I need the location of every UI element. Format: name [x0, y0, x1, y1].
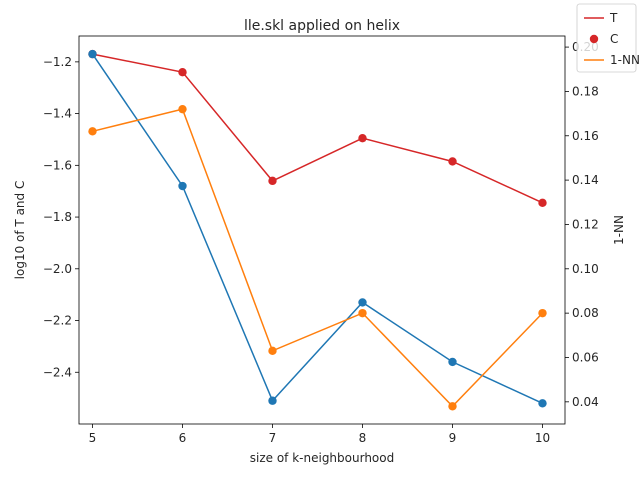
- data-point-1-nn: [268, 346, 277, 356]
- data-point-c: [88, 49, 97, 59]
- legend-label: T: [609, 11, 618, 25]
- y-left-tick-label: −1.8: [43, 210, 72, 224]
- data-point-t: [538, 198, 547, 208]
- x-axis-ticks: 5 6 7 8 9 10: [89, 424, 550, 445]
- x-tick-label: 7: [269, 431, 277, 445]
- data-point-1-nn: [88, 127, 97, 136]
- data-point-t: [358, 133, 367, 143]
- legend-box: [576, 3, 637, 73]
- x-tick-label: 5: [89, 431, 97, 445]
- y-left-tick-label: −1.4: [43, 107, 72, 121]
- series-line-c: [91, 53, 543, 404]
- y-right-tick-label: 0.12: [572, 217, 599, 231]
- x-tick-label: 9: [449, 431, 457, 445]
- legend: TC 1-NN: [576, 3, 640, 73]
- data-point-t: [448, 157, 457, 166]
- data-point-c: [448, 357, 457, 367]
- legend-label: C: [610, 32, 618, 46]
- y-right-tick-label: 0.10: [572, 262, 599, 276]
- y-right-tick-label: 0.04: [572, 395, 599, 409]
- x-axis-label: size of k-neighbourhood: [250, 451, 394, 465]
- data-point-t: [178, 68, 187, 77]
- legend-swatch-marker: [589, 34, 599, 44]
- plot-area: [79, 36, 565, 424]
- y-axis-left-ticks: −1.2 −1.4 −1.6 −1.8 −2.0 −2.2 −2.4: [43, 55, 79, 379]
- x-tick-label: 8: [359, 431, 367, 445]
- data-point-1-nn: [178, 104, 187, 114]
- y-right-tick-label: 0.14: [572, 173, 599, 187]
- x-tick-label: 6: [179, 431, 187, 445]
- y-left-tick-label: −1.6: [43, 158, 72, 172]
- data-point-1-nn: [538, 308, 547, 318]
- data-point-t: [268, 176, 277, 186]
- series-line-1-nn: [92, 108, 544, 408]
- x-tick-label: 10: [535, 431, 550, 445]
- data-point-c: [538, 399, 547, 408]
- y-axis-left-label: log10 of T and C: [13, 181, 27, 280]
- chart-title: lle.skl applied on helix: [244, 18, 400, 34]
- plot-frame: [78, 35, 566, 425]
- data-point-1-nn: [358, 308, 367, 318]
- data-point-1-nn: [448, 402, 457, 411]
- y-right-tick-label: 0.08: [572, 306, 599, 320]
- y-right-tick-label: 0.06: [572, 350, 599, 364]
- data-point-c: [358, 298, 367, 307]
- y-left-tick-label: −1.2: [43, 55, 72, 69]
- series-line-t: [92, 53, 543, 204]
- y-left-tick-label: −2.4: [43, 365, 72, 379]
- y-axis-right-label: 1-NN: [612, 215, 626, 245]
- y-left-tick-label: −2.0: [43, 262, 72, 276]
- y-right-tick-label: 0.16: [572, 129, 599, 143]
- data-point-c: [268, 396, 277, 405]
- data-point-c: [178, 181, 187, 191]
- y-right-tick-label: 0.18: [572, 84, 599, 98]
- series-layer: [88, 49, 547, 411]
- legend-label: 1-NN: [610, 53, 640, 67]
- y-left-tick-label: −2.2: [43, 314, 72, 328]
